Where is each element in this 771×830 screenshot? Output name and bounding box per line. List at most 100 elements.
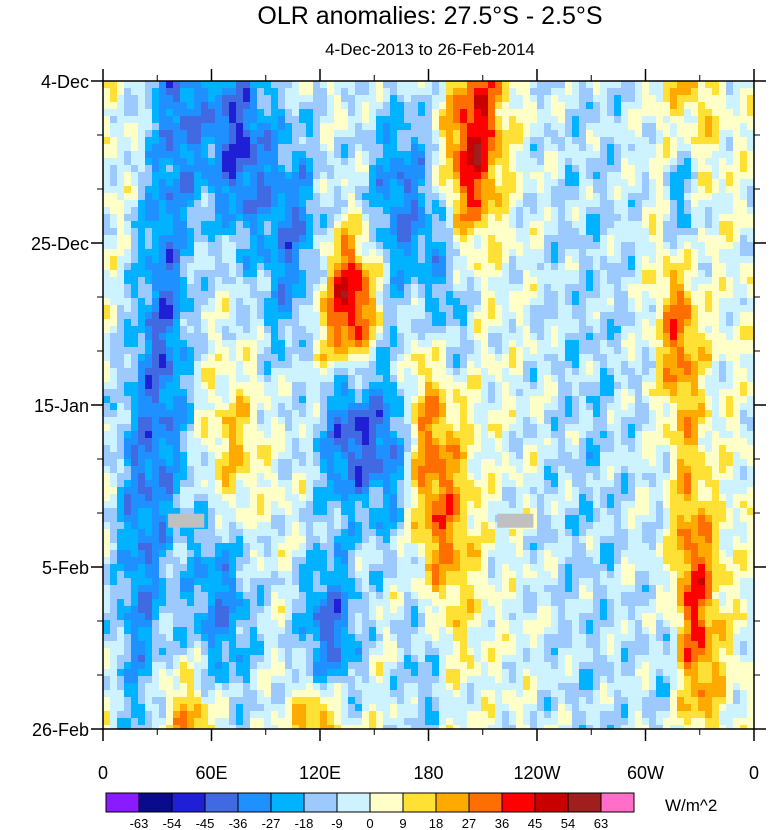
heatmap-cell bbox=[250, 242, 258, 250]
heatmap-cell bbox=[243, 410, 251, 418]
heatmap-cell bbox=[376, 284, 384, 292]
heatmap-cell bbox=[726, 270, 734, 278]
heatmap-cell bbox=[201, 242, 209, 250]
heatmap-cell bbox=[572, 445, 580, 453]
heatmap-cell bbox=[306, 102, 314, 110]
heatmap-cell bbox=[166, 214, 174, 222]
heatmap-cell bbox=[222, 319, 230, 327]
heatmap-cell bbox=[649, 284, 657, 292]
heatmap-cell bbox=[747, 403, 755, 411]
heatmap-cell bbox=[467, 452, 475, 460]
heatmap-cell bbox=[180, 214, 188, 222]
heatmap-cell bbox=[719, 102, 727, 110]
heatmap-cell bbox=[327, 221, 335, 229]
heatmap-cell bbox=[355, 137, 363, 145]
heatmap-cell bbox=[684, 389, 692, 397]
heatmap-cell bbox=[712, 207, 720, 215]
heatmap-cell bbox=[292, 88, 300, 96]
heatmap-cell bbox=[320, 326, 328, 334]
heatmap-cell bbox=[586, 291, 594, 299]
heatmap-cell bbox=[607, 263, 615, 271]
heatmap-cell bbox=[516, 165, 524, 173]
heatmap-cell bbox=[292, 305, 300, 313]
heatmap-cell bbox=[243, 389, 251, 397]
heatmap-cell bbox=[229, 361, 237, 369]
heatmap-cell bbox=[390, 116, 398, 124]
heatmap-cell bbox=[299, 179, 307, 187]
heatmap-cell bbox=[397, 249, 405, 257]
heatmap-cell bbox=[733, 102, 741, 110]
heatmap-cell bbox=[110, 333, 118, 341]
heatmap-cell bbox=[642, 235, 650, 243]
heatmap-cell bbox=[670, 368, 678, 376]
heatmap-cell bbox=[460, 102, 468, 110]
heatmap-cell bbox=[460, 396, 468, 404]
heatmap-cell bbox=[222, 410, 230, 418]
heatmap-cell bbox=[138, 333, 146, 341]
heatmap-cell bbox=[488, 270, 496, 278]
heatmap-cell bbox=[488, 158, 496, 166]
heatmap-cell bbox=[152, 452, 160, 460]
heatmap-cell bbox=[355, 95, 363, 103]
heatmap-cell bbox=[313, 438, 321, 446]
heatmap-cell bbox=[446, 319, 454, 327]
heatmap-cell bbox=[691, 221, 699, 229]
heatmap-cell bbox=[621, 431, 629, 439]
heatmap-cell bbox=[250, 109, 258, 117]
heatmap-cell bbox=[341, 88, 349, 96]
heatmap-cell bbox=[285, 452, 293, 460]
heatmap-cell bbox=[187, 144, 195, 152]
heatmap-cell bbox=[145, 284, 153, 292]
heatmap-cell bbox=[586, 256, 594, 264]
heatmap-cell bbox=[544, 88, 552, 96]
heatmap-cell bbox=[446, 123, 454, 131]
heatmap-cell bbox=[579, 214, 587, 222]
heatmap-cell bbox=[201, 417, 209, 425]
heatmap-cell bbox=[747, 186, 755, 194]
heatmap-cell bbox=[397, 305, 405, 313]
heatmap-cell bbox=[327, 424, 335, 432]
heatmap-cell bbox=[544, 326, 552, 334]
heatmap-cell bbox=[355, 305, 363, 313]
heatmap-cell bbox=[243, 319, 251, 327]
heatmap-cell bbox=[397, 158, 405, 166]
heatmap-cell bbox=[306, 144, 314, 152]
heatmap-cell bbox=[474, 347, 482, 355]
heatmap-cell bbox=[663, 221, 671, 229]
heatmap-cell bbox=[236, 438, 244, 446]
heatmap-cell bbox=[516, 396, 524, 404]
heatmap-cell bbox=[453, 172, 461, 180]
heatmap-cell bbox=[698, 396, 706, 404]
heatmap-cell bbox=[509, 298, 517, 306]
heatmap-cell bbox=[712, 445, 720, 453]
heatmap-cell bbox=[551, 263, 559, 271]
heatmap-cell bbox=[649, 270, 657, 278]
heatmap-cell bbox=[432, 81, 440, 89]
heatmap-cell bbox=[348, 368, 356, 376]
heatmap-cell bbox=[152, 165, 160, 173]
heatmap-cell bbox=[152, 333, 160, 341]
heatmap-cell bbox=[180, 452, 188, 460]
heatmap-cell bbox=[600, 340, 608, 348]
heatmap-cell bbox=[495, 214, 503, 222]
heatmap-cell bbox=[593, 305, 601, 313]
heatmap-cell bbox=[551, 249, 559, 257]
heatmap-cell bbox=[663, 242, 671, 250]
heatmap-cell bbox=[124, 242, 132, 250]
heatmap-cell bbox=[243, 102, 251, 110]
heatmap-cell bbox=[432, 116, 440, 124]
heatmap-cell bbox=[712, 221, 720, 229]
heatmap-cell bbox=[733, 88, 741, 96]
heatmap-cell bbox=[159, 438, 167, 446]
heatmap-cell bbox=[166, 179, 174, 187]
heatmap-cell bbox=[404, 347, 412, 355]
heatmap-cell bbox=[320, 438, 328, 446]
heatmap-cell bbox=[383, 95, 391, 103]
heatmap-cell bbox=[180, 81, 188, 89]
heatmap-cell bbox=[551, 305, 559, 313]
heatmap-cell bbox=[124, 410, 132, 418]
heatmap-cell bbox=[124, 116, 132, 124]
heatmap-cell bbox=[215, 298, 223, 306]
heatmap-cell bbox=[460, 277, 468, 285]
heatmap-cell bbox=[173, 431, 181, 439]
